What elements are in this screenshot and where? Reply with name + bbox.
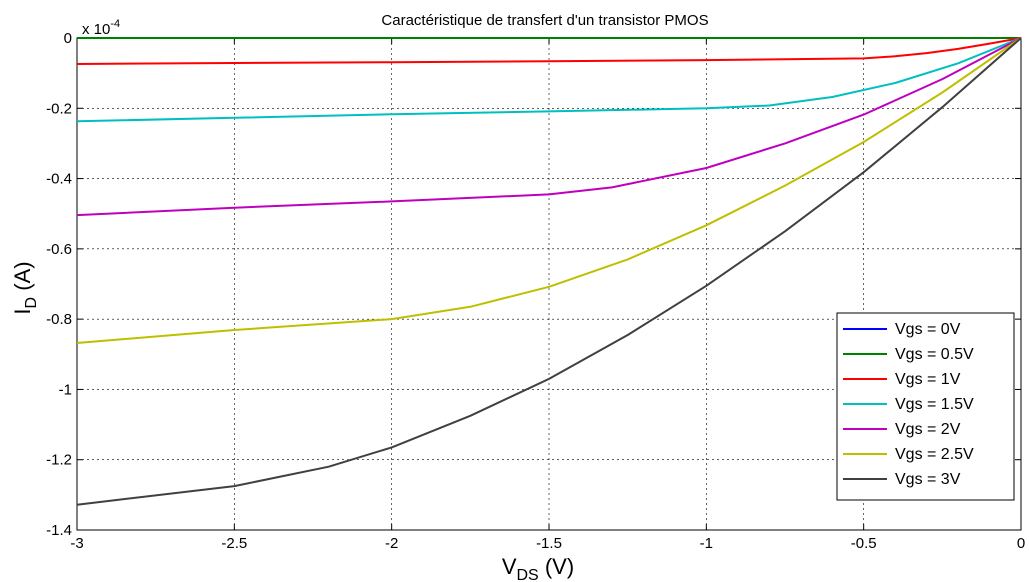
x-tick-label: -0.5 bbox=[851, 535, 877, 552]
legend-label: Vgs = 1.5V bbox=[895, 396, 974, 413]
legend-label: Vgs = 0V bbox=[895, 321, 961, 338]
legend-label: Vgs = 2.5V bbox=[895, 446, 974, 463]
y-tick-label: -0.8 bbox=[46, 311, 72, 328]
x-tick-label: -1 bbox=[700, 535, 713, 552]
y-tick-label: -1.4 bbox=[46, 522, 72, 539]
legend-box bbox=[836, 312, 1015, 501]
series-line bbox=[76, 37, 1022, 506]
series-lines bbox=[76, 37, 1022, 506]
y-multiplier-base: x 10 bbox=[82, 21, 110, 38]
x-tick-label: 0 bbox=[1017, 535, 1025, 552]
series-line bbox=[76, 37, 1022, 217]
x-tick-label: -1.5 bbox=[536, 535, 562, 552]
y-axis-label: ID (A) bbox=[10, 261, 40, 314]
legend-label: Vgs = 3V bbox=[895, 471, 961, 488]
x-axis-label-main: V bbox=[502, 554, 517, 579]
chart-title: Caractéristique de transfert d'un transi… bbox=[381, 12, 708, 29]
x-tick-label: -2 bbox=[385, 535, 398, 552]
x-axis-label: VDS (V) bbox=[502, 554, 574, 582]
y-tick-label: -0.4 bbox=[46, 171, 72, 188]
legend-label: Vgs = 2V bbox=[895, 421, 961, 438]
legend-label: Vgs = 1V bbox=[895, 371, 961, 388]
y-axis-label-sub: D bbox=[23, 297, 40, 309]
y-axis-label-main: I bbox=[10, 308, 35, 314]
legend: Vgs = 0V Vgs = 0.5V Vgs = 1V Vgs = 1.5V Vgs … bbox=[836, 312, 1015, 501]
y-axis-label-unit: (A) bbox=[10, 261, 35, 296]
y-tick-label: 0 bbox=[64, 30, 72, 47]
y-tick-label: -1.2 bbox=[46, 452, 72, 469]
y-tick-label: -1 bbox=[59, 381, 72, 398]
series-line bbox=[76, 37, 1022, 123]
x-tick-label: -2.5 bbox=[221, 535, 247, 552]
y-multiplier-exponent: -4 bbox=[110, 18, 120, 30]
y-multiplier: x 10-4 bbox=[82, 18, 120, 38]
legend-label: Vgs = 0.5V bbox=[895, 346, 974, 363]
series-line bbox=[76, 37, 1022, 344]
y-tick-label: -0.6 bbox=[46, 241, 72, 258]
x-axis-label-unit: (V) bbox=[539, 554, 574, 579]
x-tick-label: -3 bbox=[70, 535, 83, 552]
axis-ticks: -3 -2.5 -2 -1.5 -1 -0.5 0 0 -0.2 -0.4 -0.6 -0.8 -1 -1… bbox=[46, 30, 1025, 552]
x-axis-label-sub: DS bbox=[517, 567, 539, 582]
y-tick-label: -0.2 bbox=[46, 100, 72, 117]
series-line bbox=[76, 37, 1022, 65]
